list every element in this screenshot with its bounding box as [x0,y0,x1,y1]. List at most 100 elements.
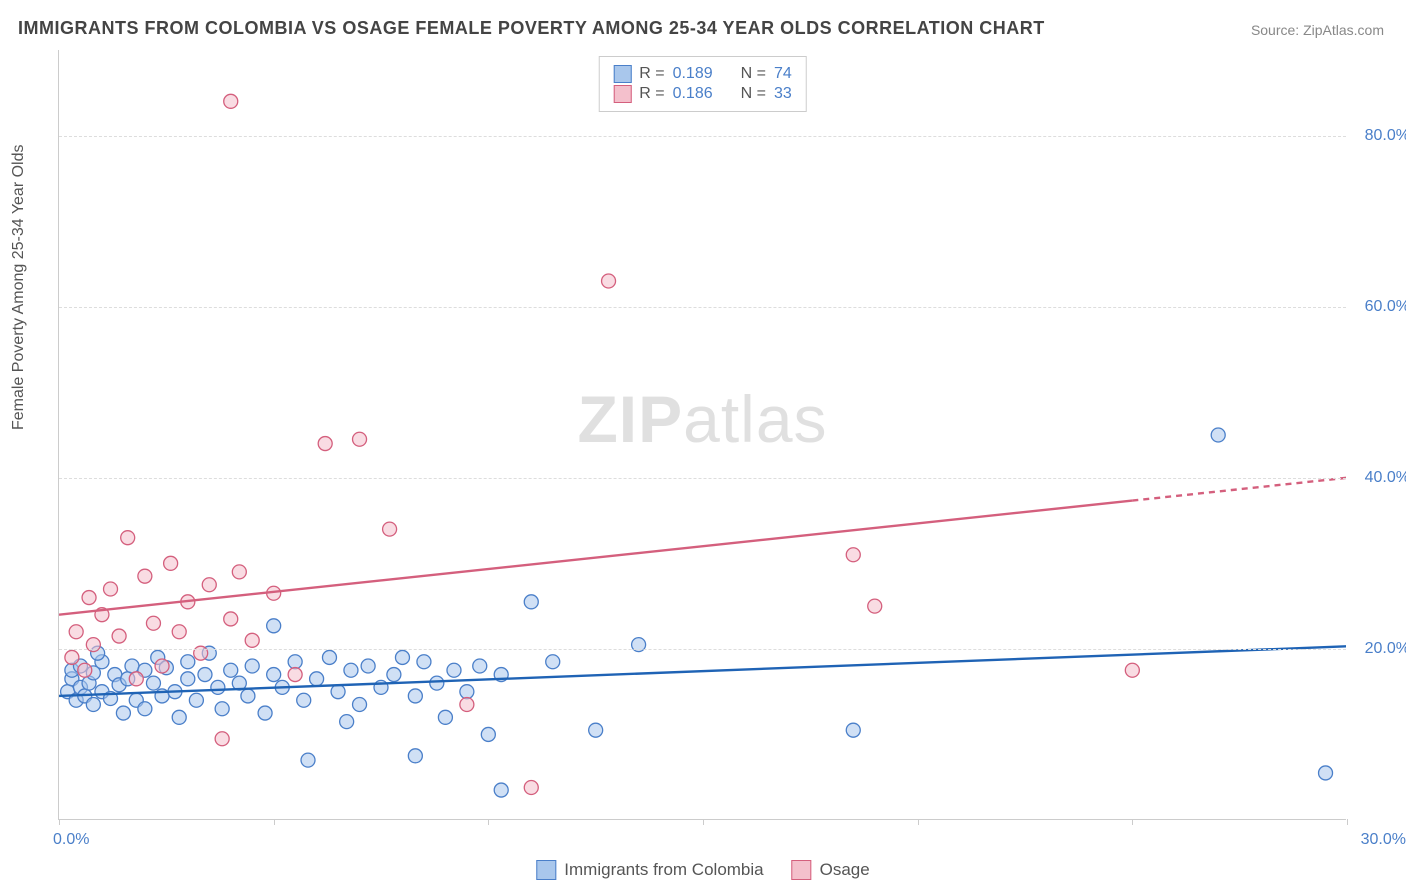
y-axis-label: Female Poverty Among 25-34 Year Olds [10,145,28,431]
data-point [82,591,96,605]
data-point [460,685,474,699]
x-tick-label-min: 0.0% [53,831,89,849]
data-point [172,625,186,639]
y-tick-label: 80.0% [1365,127,1406,145]
series-legend: Immigrants from Colombia Osage [536,860,869,880]
data-point [1319,766,1333,780]
data-point [473,659,487,673]
data-point [172,710,186,724]
legend-swatch-icon [792,860,812,880]
x-tick [1132,819,1133,825]
data-point [297,693,311,707]
data-point [408,689,422,703]
data-point [224,94,238,108]
data-point [69,625,83,639]
data-point [361,659,375,673]
data-point [65,650,79,664]
data-point [146,616,160,630]
y-tick-label: 40.0% [1365,469,1406,487]
data-point [481,727,495,741]
data-point [138,569,152,583]
data-point [211,680,225,694]
data-point [1125,663,1139,677]
data-point [138,702,152,716]
x-tick-label-max: 30.0% [1361,831,1406,849]
data-point [116,706,130,720]
x-tick [703,819,704,825]
data-point [430,676,444,690]
data-point [417,655,431,669]
plot-area: R = 0.189 N = 74 R = 0.186 N = 33 ZIPatl… [58,50,1346,820]
data-point [245,633,259,647]
data-point [267,619,281,633]
data-point [104,582,118,596]
data-point [460,698,474,712]
data-point [846,548,860,562]
data-point [224,612,238,626]
data-point [215,732,229,746]
data-point [129,672,143,686]
scatter-svg [59,50,1346,819]
data-point [301,753,315,767]
legend-label-b: Osage [820,860,870,880]
data-point [181,655,195,669]
data-point [258,706,272,720]
legend-item-b: Osage [792,860,870,880]
y-tick-label: 20.0% [1365,640,1406,658]
data-point [344,663,358,677]
gridline [59,649,1346,650]
legend-label-a: Immigrants from Colombia [564,860,763,880]
data-point [121,531,135,545]
data-point [353,432,367,446]
data-point [1211,428,1225,442]
data-point [322,650,336,664]
data-point [245,659,259,673]
data-point [198,668,212,682]
y-tick-label: 60.0% [1365,298,1406,316]
data-point [395,650,409,664]
data-point [288,668,302,682]
data-point [310,672,324,686]
x-tick [488,819,489,825]
x-tick [918,819,919,825]
data-point [353,698,367,712]
legend-swatch-icon [536,860,556,880]
data-point [215,702,229,716]
gridline [59,478,1346,479]
data-point [494,783,508,797]
data-point [546,655,560,669]
data-point [387,668,401,682]
data-point [868,599,882,613]
data-point [438,710,452,724]
data-point [447,663,461,677]
data-point [524,780,538,794]
data-point [112,629,126,643]
chart-title: IMMIGRANTS FROM COLOMBIA VS OSAGE FEMALE… [18,18,1045,39]
data-point [589,723,603,737]
data-point [232,565,246,579]
data-point [224,663,238,677]
data-point [164,556,178,570]
data-point [383,522,397,536]
gridline [59,307,1346,308]
legend-item-a: Immigrants from Colombia [536,860,763,880]
data-point [189,693,203,707]
x-tick [1347,819,1348,825]
x-tick [59,819,60,825]
data-point [241,689,255,703]
trend-line-extrapolated [1132,478,1346,501]
data-point [288,655,302,669]
gridline [59,136,1346,137]
source-label: Source: ZipAtlas.com [1251,22,1384,38]
data-point [267,668,281,682]
data-point [202,578,216,592]
data-point [86,698,100,712]
x-tick [274,819,275,825]
data-point [155,659,169,673]
data-point [331,685,345,699]
data-point [602,274,616,288]
data-point [318,437,332,451]
data-point [408,749,422,763]
data-point [340,715,354,729]
data-point [181,672,195,686]
